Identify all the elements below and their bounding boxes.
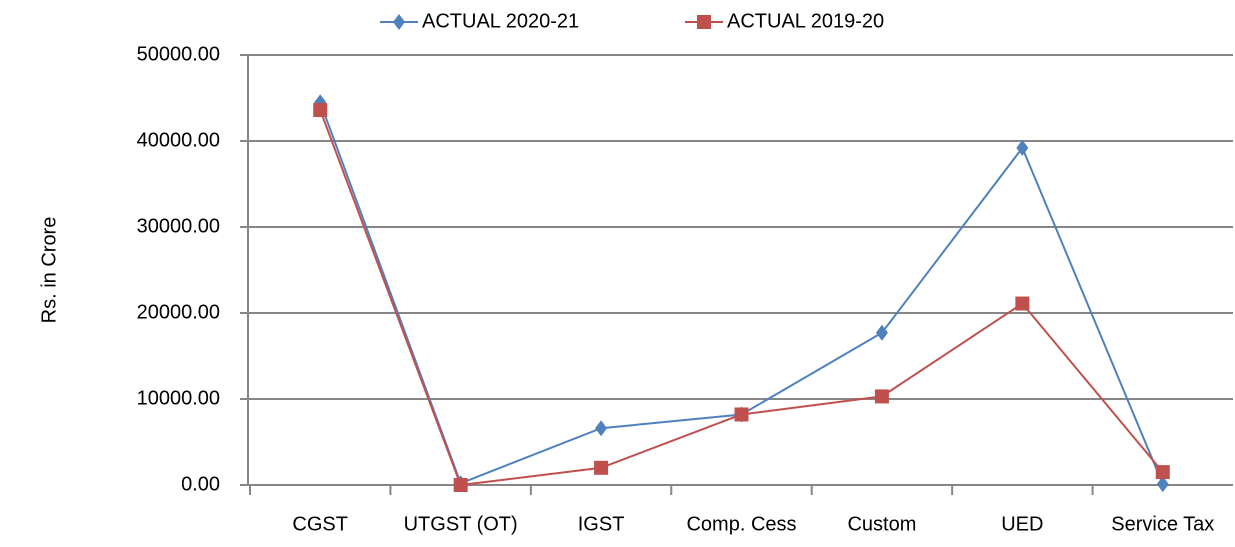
y-axis-label: Rs. in Crore [38, 217, 60, 324]
marker [1015, 296, 1030, 311]
legend-label: ACTUAL 2019-20 [727, 10, 884, 32]
y-tick-label: 20000.00 [137, 301, 220, 323]
marker [393, 14, 405, 30]
marker [1156, 476, 1169, 493]
marker [1016, 139, 1029, 156]
y-tick-label: 50000.00 [137, 43, 220, 65]
x-tick-label: Custom [847, 513, 916, 535]
line [319, 109, 1164, 487]
x-tick-label: CGST [292, 513, 348, 535]
y-tick-label: 30000.00 [137, 215, 220, 237]
marker [875, 324, 888, 341]
x-tick-label: Service Tax [1111, 513, 1214, 535]
marker [453, 478, 468, 492]
marker [734, 407, 749, 422]
legend-label: ACTUAL 2020-21 [422, 10, 579, 32]
marker [874, 389, 889, 404]
marker [595, 420, 608, 437]
marker [697, 15, 711, 29]
marker [1155, 465, 1170, 480]
marker [313, 103, 328, 118]
y-tick-label: 0.00 [181, 473, 220, 495]
y-tick-label: 10000.00 [137, 387, 220, 409]
y-tick-label: 40000.00 [137, 129, 220, 151]
marker [594, 460, 609, 475]
x-tick-label: UED [1001, 513, 1043, 535]
line [319, 101, 1164, 485]
x-tick-label: UTGST (OT) [404, 513, 518, 535]
x-tick-label: IGST [578, 513, 625, 535]
x-tick-label: Comp. Cess [686, 513, 796, 535]
